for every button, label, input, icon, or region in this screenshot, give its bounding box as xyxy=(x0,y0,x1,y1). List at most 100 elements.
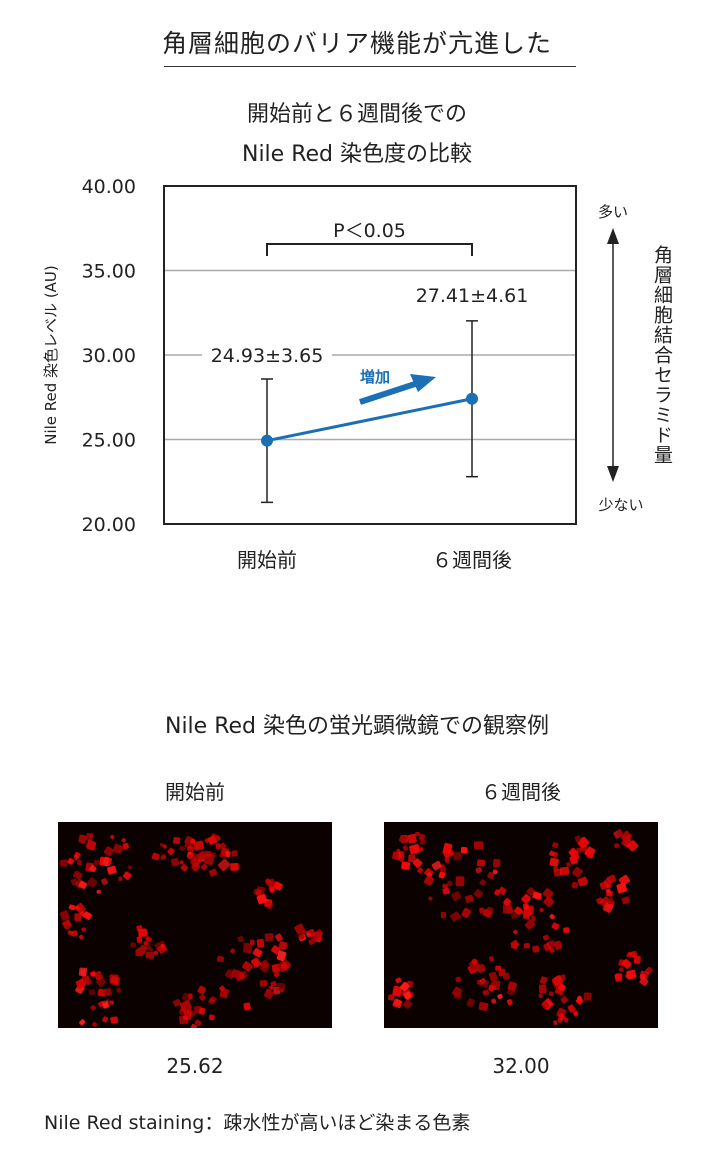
scale-head-up xyxy=(607,228,619,244)
value-label: 27.41±4.61 xyxy=(416,285,529,307)
stained-cell xyxy=(553,1020,558,1025)
stained-cell xyxy=(263,988,274,1000)
panel-label-after: ６週間後 xyxy=(481,780,561,804)
panel-value-after: 32.00 xyxy=(492,1054,550,1078)
microscopy-title: Nile Red 染色の蛍光顕微鏡での観察例 xyxy=(164,714,549,739)
stained-cell xyxy=(130,942,137,948)
stained-cell xyxy=(620,876,628,884)
stained-cell xyxy=(523,942,530,949)
stained-cell xyxy=(78,880,88,889)
stained-cell xyxy=(86,877,98,888)
increase-label: 増加 xyxy=(360,368,390,386)
stained-cell xyxy=(103,988,111,995)
stained-cell xyxy=(402,845,409,851)
stained-cell xyxy=(276,982,286,992)
stained-cell xyxy=(190,853,197,862)
stained-cell xyxy=(455,876,465,887)
x-tick-label: 開始前 xyxy=(237,548,297,572)
stained-cell xyxy=(145,936,152,943)
panel-value-before: 25.62 xyxy=(166,1054,224,1078)
y-tick-label: 25.00 xyxy=(82,430,136,452)
stained-cell xyxy=(442,887,450,895)
stained-cell xyxy=(414,831,421,837)
stained-cell xyxy=(75,902,86,914)
value-label-bg xyxy=(202,342,332,368)
stained-cell xyxy=(122,871,132,881)
stained-cell xyxy=(466,998,475,1008)
stained-cell xyxy=(491,998,497,1004)
stained-cell xyxy=(90,971,96,977)
stained-cell xyxy=(70,878,78,886)
stained-cell xyxy=(88,989,96,996)
stained-cell xyxy=(552,865,559,872)
stained-cell xyxy=(507,981,518,991)
stained-cell xyxy=(259,962,270,973)
stained-cell xyxy=(630,950,638,958)
stained-cell xyxy=(197,985,206,995)
stained-cell xyxy=(138,928,148,937)
stained-cell xyxy=(219,842,227,850)
arrow-head xyxy=(410,374,436,392)
stained-cell xyxy=(278,941,288,950)
stained-cell xyxy=(569,855,578,865)
stained-cell xyxy=(510,939,520,949)
stained-cell xyxy=(269,985,274,990)
y-tick-labels: 20.00 25.00 30.00 35.00 40.00 xyxy=(82,176,136,536)
stained-cell xyxy=(438,871,446,879)
value-label-bg xyxy=(407,282,537,308)
stained-cell xyxy=(179,860,184,865)
stained-cell xyxy=(270,981,277,987)
stained-cell xyxy=(412,858,423,868)
stained-cell xyxy=(543,896,555,908)
stained-cell xyxy=(109,1000,114,1005)
stained-cell xyxy=(249,939,255,946)
stained-cell xyxy=(118,876,123,882)
stained-cell xyxy=(73,851,81,859)
stained-cell xyxy=(265,900,274,910)
stained-cell xyxy=(388,994,395,1001)
stained-cell xyxy=(308,938,316,945)
stained-cell xyxy=(184,1005,192,1011)
stained-cell xyxy=(264,933,274,942)
stained-cell xyxy=(548,991,555,997)
plot-frame xyxy=(163,185,577,525)
stained-cell xyxy=(403,999,412,1009)
stained-cell xyxy=(503,898,512,906)
stained-cell xyxy=(624,830,630,836)
stained-cell xyxy=(230,948,236,954)
stained-cell xyxy=(542,888,554,899)
stained-cell xyxy=(250,957,261,968)
data-point xyxy=(466,392,478,405)
stained-cell xyxy=(532,891,542,900)
stained-cell xyxy=(476,859,486,867)
stained-cell xyxy=(531,915,536,922)
stained-cell xyxy=(618,967,624,973)
stained-cell xyxy=(605,888,611,894)
stained-cell xyxy=(157,943,168,955)
stained-cell xyxy=(102,1016,109,1023)
increase-arrow-icon xyxy=(359,374,436,405)
stained-cell xyxy=(200,863,208,871)
stained-cell xyxy=(495,965,502,971)
stained-cell xyxy=(479,879,486,886)
stained-cell xyxy=(479,978,489,988)
stained-cell xyxy=(102,1000,110,1009)
right-scale-bottom-label: 少ない xyxy=(598,496,643,514)
stained-cell xyxy=(259,980,268,987)
stained-cell xyxy=(614,973,622,982)
stained-cell xyxy=(187,845,195,853)
stained-cell xyxy=(559,866,570,876)
stained-cell xyxy=(71,930,78,937)
stained-cell xyxy=(394,998,402,1007)
stained-cell xyxy=(419,838,427,846)
micrograph-after xyxy=(384,822,658,1028)
stained-cell xyxy=(68,904,76,911)
stained-cell xyxy=(418,847,424,852)
stained-cell xyxy=(151,852,160,861)
stained-cell xyxy=(409,847,415,853)
stained-cell xyxy=(511,912,518,919)
stained-cell xyxy=(446,880,453,887)
stained-cell xyxy=(498,886,507,895)
stained-cell xyxy=(252,948,263,958)
stained-cell xyxy=(59,910,70,921)
